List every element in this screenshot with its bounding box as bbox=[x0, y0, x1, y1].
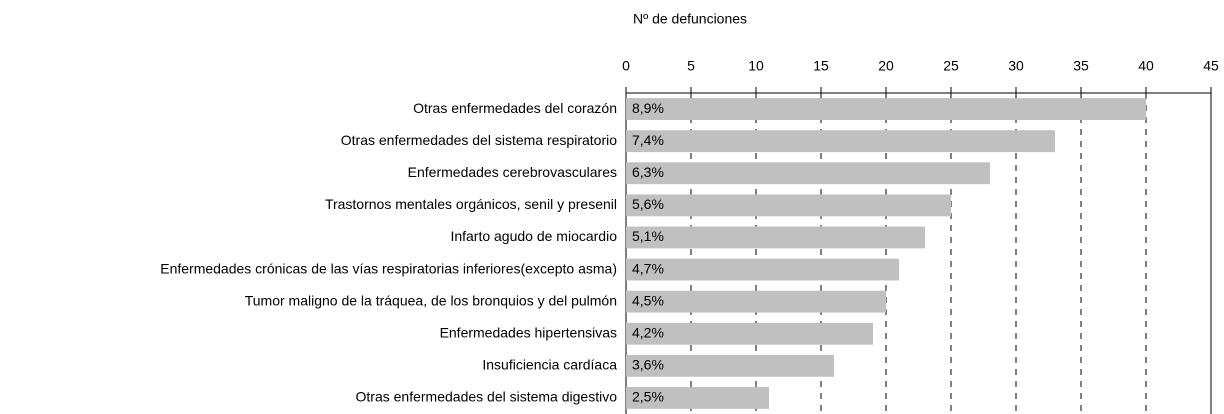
x-tick-label: 20 bbox=[878, 58, 894, 74]
x-tick-label: 40 bbox=[1138, 58, 1154, 74]
data-label: 4,5% bbox=[632, 292, 664, 308]
bar bbox=[626, 162, 990, 185]
x-tick-label: 5 bbox=[687, 58, 695, 74]
bar bbox=[626, 387, 769, 409]
x-tick-label: 25 bbox=[943, 58, 959, 74]
data-label: 8,9% bbox=[632, 100, 664, 116]
data-label: 6,3% bbox=[632, 164, 664, 180]
y-tick-label: Infarto agudo de miocardio bbox=[450, 228, 617, 244]
data-label: 7,4% bbox=[632, 132, 664, 148]
y-tick-label: Otras enfermedades del sistema respirato… bbox=[341, 132, 617, 148]
x-tick-label: 30 bbox=[1008, 58, 1024, 74]
data-label: 3,6% bbox=[632, 357, 664, 373]
x-tick-label: 0 bbox=[622, 58, 630, 74]
bar bbox=[626, 98, 1146, 120]
x-tick-label: 10 bbox=[748, 58, 764, 74]
data-label: 5,1% bbox=[632, 228, 664, 244]
data-label: 4,2% bbox=[632, 324, 664, 340]
bar bbox=[626, 322, 873, 345]
y-tick-label: Enfermedades hipertensivas bbox=[440, 324, 617, 340]
y-tick-label: Otras enfermedades del sistema digestivo bbox=[356, 389, 618, 405]
x-tick-label: 35 bbox=[1073, 58, 1089, 74]
data-label: 5,6% bbox=[632, 196, 664, 212]
x-tick-label: 15 bbox=[813, 58, 829, 74]
x-tick-label: 45 bbox=[1203, 58, 1219, 74]
bar bbox=[626, 130, 1055, 153]
bar bbox=[626, 194, 951, 217]
bar bbox=[626, 354, 834, 377]
y-tick-label: Otras enfermedades del corazón bbox=[413, 100, 617, 116]
y-tick-label: Tumor maligno de la tráquea, de los bron… bbox=[245, 292, 617, 308]
y-tick-label: Insuficiencia cardíaca bbox=[482, 357, 617, 373]
y-tick-label: Trastornos mentales orgánicos, senil y p… bbox=[325, 196, 617, 212]
data-label: 4,7% bbox=[632, 260, 664, 276]
data-label: 2,5% bbox=[632, 389, 664, 405]
bar bbox=[626, 290, 886, 313]
axis-title: Nº de defunciones bbox=[633, 11, 747, 27]
y-tick-label: Enfermedades crónicas de las vías respir… bbox=[160, 260, 617, 276]
bar bbox=[626, 258, 899, 281]
y-tick-label: Enfermedades cerebrovasculares bbox=[408, 164, 617, 180]
bar bbox=[626, 226, 925, 249]
